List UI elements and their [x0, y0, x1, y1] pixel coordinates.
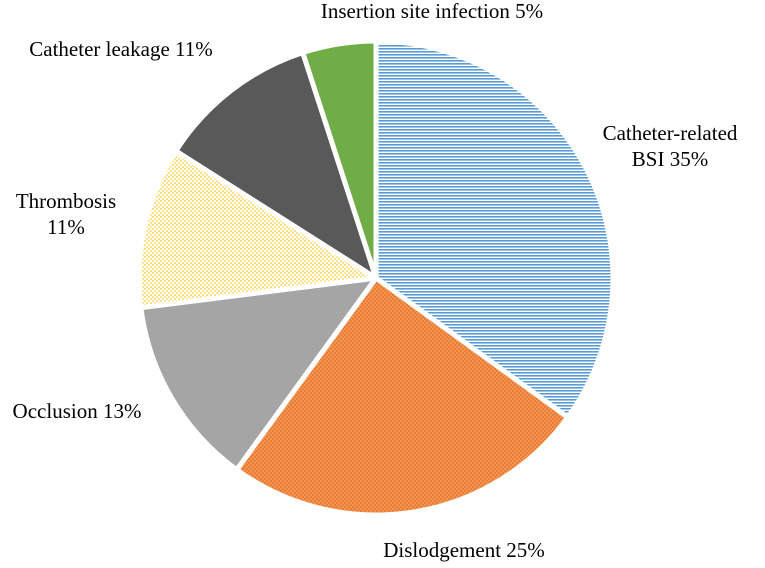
- pie-label-line: 11%: [47, 215, 85, 239]
- pie-slice-insertion-site-infection: [300, 38, 379, 281]
- pie-slice-occlusion: [138, 275, 379, 473]
- pie-label-line: BSI 35%: [632, 147, 708, 171]
- pie-label-catheter-leakage: Catheter leakage 11%: [29, 37, 212, 61]
- pie-label-line: Occlusion 13%: [13, 399, 142, 423]
- pie-label-line: Catheter-related: [603, 121, 738, 145]
- pie-slice-catheter-leakage: [173, 50, 379, 281]
- pie-label-line: Catheter leakage 11%: [29, 37, 212, 61]
- pie-label-catheter-related-bsi: Catheter-related BSI 35%: [603, 121, 738, 171]
- pie-labels: Catheter-related BSI 35% Dislodgement 25% O…: [13, 0, 738, 562]
- pie-label-line: Thrombosis: [16, 189, 116, 213]
- pie-label-dislodgement: Dislodgement 25%: [383, 538, 545, 562]
- pie-label-occlusion: Occlusion 13%: [13, 399, 142, 423]
- pie-slice-dislodgement: [234, 275, 571, 518]
- pie-slice-catheter-related-bsi: [373, 38, 616, 420]
- pie-slices: [136, 38, 616, 518]
- pie-label-insertion-site-infection: Insertion site infection 5%: [321, 0, 543, 23]
- pie-label-line: Dislodgement 25%: [383, 538, 545, 562]
- pie-label-line: Insertion site infection 5%: [321, 0, 543, 23]
- pie-slice-thrombosis: [136, 148, 379, 311]
- pie-label-thrombosis: Thrombosis 11%: [16, 189, 116, 239]
